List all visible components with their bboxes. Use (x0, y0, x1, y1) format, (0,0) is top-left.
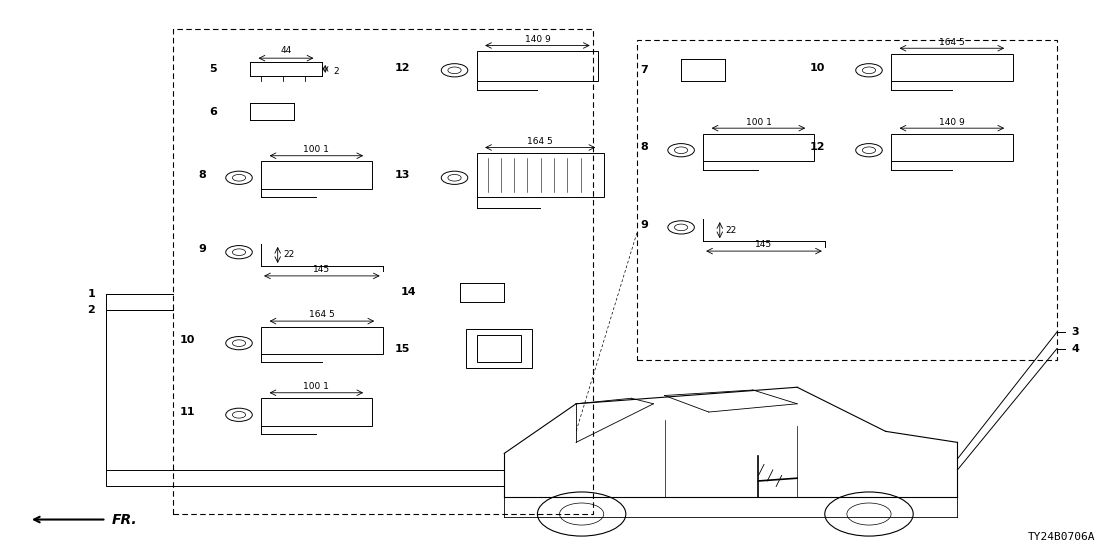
Text: 140 9: 140 9 (524, 35, 551, 44)
Text: 2: 2 (88, 305, 95, 315)
Text: 12: 12 (394, 63, 410, 73)
Text: 100 1: 100 1 (304, 382, 329, 391)
Text: 100 1: 100 1 (746, 117, 771, 126)
Text: 12: 12 (809, 142, 824, 152)
Text: 9: 9 (198, 244, 206, 254)
Text: 8: 8 (640, 142, 648, 152)
Text: 7: 7 (640, 65, 648, 75)
Text: 164 5: 164 5 (938, 38, 965, 47)
Text: 10: 10 (179, 335, 195, 345)
Text: 5: 5 (209, 64, 217, 74)
Text: 6: 6 (209, 106, 217, 117)
Text: FR.: FR. (112, 512, 137, 526)
Text: 15: 15 (394, 343, 410, 353)
Text: 1: 1 (88, 289, 95, 299)
Text: 164 5: 164 5 (527, 137, 553, 146)
Text: 100 1: 100 1 (304, 145, 329, 154)
Text: 11: 11 (179, 407, 195, 417)
Text: 145: 145 (314, 265, 330, 274)
Text: 9: 9 (640, 219, 648, 230)
Text: 10: 10 (810, 63, 824, 73)
Text: 13: 13 (394, 170, 410, 180)
Text: 22: 22 (284, 250, 295, 259)
Text: 8: 8 (198, 170, 206, 180)
Text: 2: 2 (334, 67, 339, 76)
Text: 22: 22 (726, 225, 737, 235)
Text: 4: 4 (1071, 343, 1079, 353)
Text: 14: 14 (400, 287, 416, 297)
Text: 140 9: 140 9 (938, 117, 965, 126)
Text: 164 5: 164 5 (309, 310, 335, 320)
Text: 3: 3 (1071, 327, 1079, 337)
Text: 145: 145 (756, 240, 772, 249)
Text: 44: 44 (280, 47, 291, 55)
Text: TY24B0706A: TY24B0706A (1028, 532, 1096, 542)
